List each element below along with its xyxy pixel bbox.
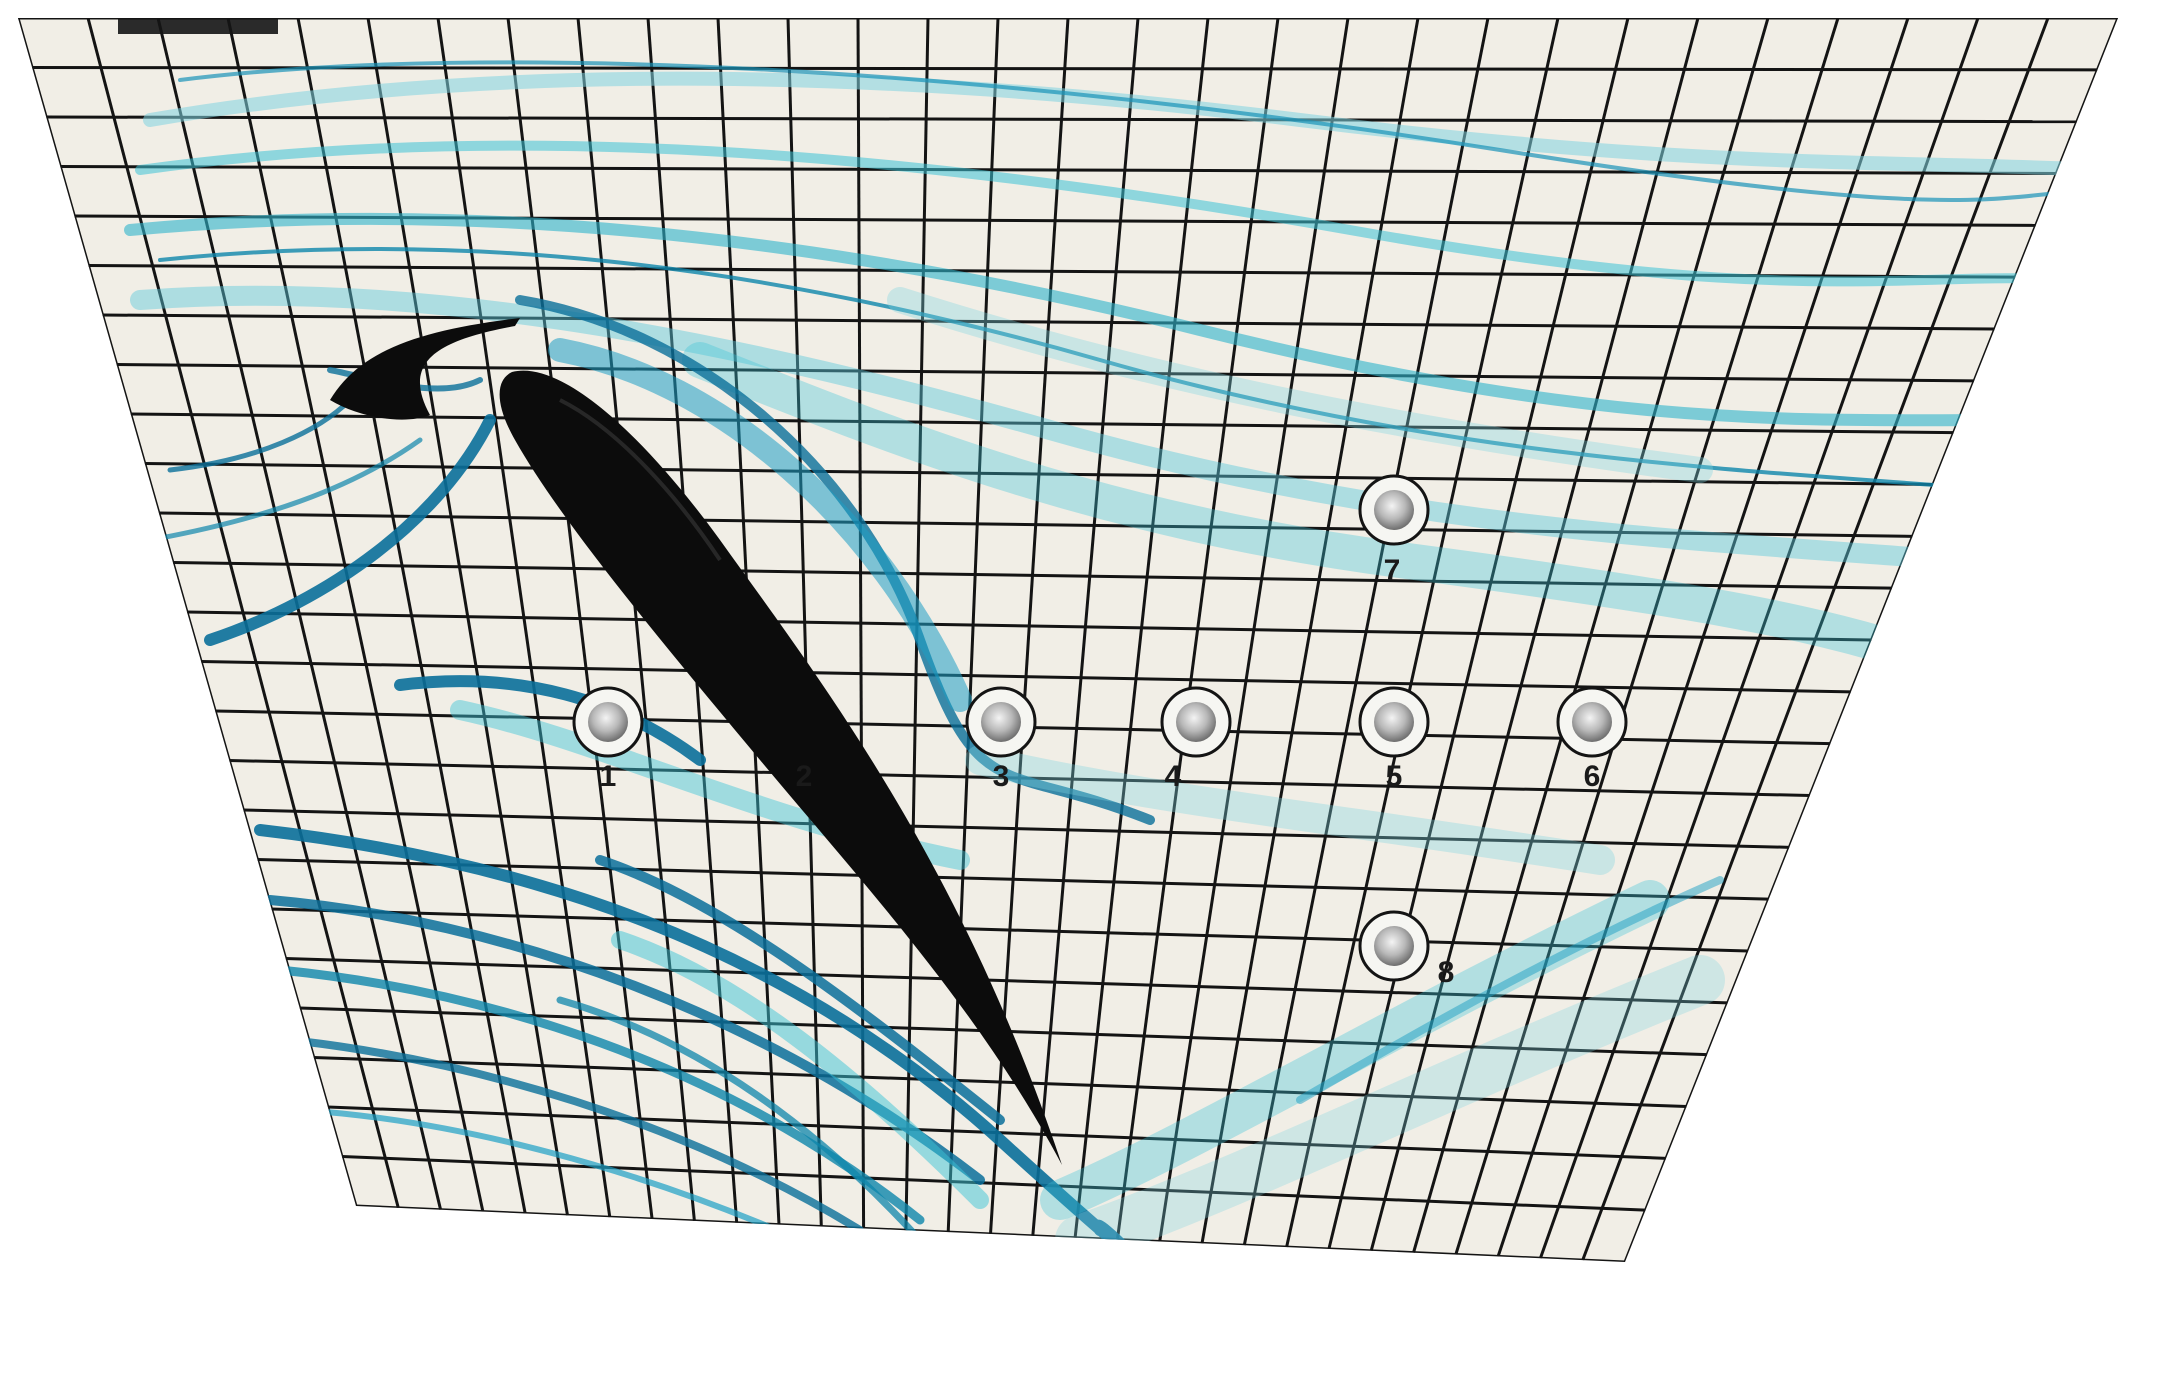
tap-label-8: 8	[1438, 956, 1455, 989]
tap-label-2: 2	[796, 760, 813, 793]
grid-line-horizontal	[341, 1155, 1646, 1212]
grid-line-horizontal	[144, 462, 1934, 486]
leading-vane	[330, 318, 520, 420]
pressure-tap-8: 8	[1358, 910, 1455, 989]
grid-line-horizontal	[271, 907, 1749, 953]
grid-line-horizontal	[102, 313, 1995, 331]
pressure-tap-4: 4	[1160, 686, 1232, 793]
dye-streaklines	[124, 60, 2112, 1262]
grid-line-horizontal	[32, 66, 2098, 72]
grid-line-horizontal	[60, 165, 2057, 175]
grid-line-horizontal	[257, 858, 1769, 901]
pressure-tap-6: 6	[1556, 686, 1628, 793]
grid-line-horizontal	[243, 808, 1790, 849]
tap-label-7: 7	[1384, 554, 1401, 587]
pressure-tap-2: 2	[796, 760, 813, 793]
airfoil-profile	[499, 370, 1062, 1165]
grid-line-horizontal	[172, 561, 1893, 590]
pressure-tap-3: 3	[965, 686, 1037, 793]
grid-line-horizontal	[186, 610, 1872, 642]
tap-label-3: 3	[993, 760, 1010, 793]
grid-line-horizontal	[201, 660, 1851, 694]
pressure-taps: 1 2 3 4 5 6 7	[572, 474, 1628, 989]
grid-line-horizontal	[116, 363, 1975, 383]
pressure-tap-1: 1	[572, 686, 644, 793]
tap-label-4: 4	[1165, 760, 1182, 793]
tap-label-5: 5	[1386, 760, 1403, 793]
mounting-bracket	[118, 18, 278, 34]
tap-label-1: 1	[600, 760, 617, 793]
grid-line-horizontal	[130, 412, 1954, 435]
pressure-tap-7: 7	[1358, 474, 1430, 587]
tap-label-6: 6	[1584, 760, 1601, 793]
pressure-tap-5: 5	[1358, 686, 1430, 793]
grid-line-horizontal	[313, 1056, 1687, 1108]
grid-line-horizontal	[46, 115, 2077, 124]
grid-line-horizontal	[158, 511, 1913, 538]
